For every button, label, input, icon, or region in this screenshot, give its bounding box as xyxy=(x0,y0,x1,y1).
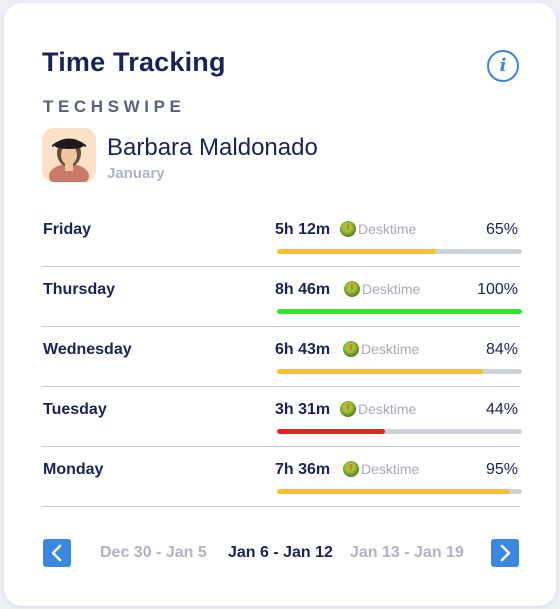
user-period: January xyxy=(107,165,165,182)
company-name: TECHSWIPE xyxy=(43,97,186,116)
day-row-monday: Monday 7h 36m Desktime 95% xyxy=(41,447,522,507)
desktime-icon xyxy=(340,401,356,417)
day-row-wednesday: Wednesday 6h 43m Desktime 84% xyxy=(41,327,522,387)
source-label: Desktime xyxy=(361,341,420,357)
source-tag: Desktime xyxy=(343,461,419,477)
progress-track xyxy=(277,489,522,494)
week-option-next[interactable]: Jan 13 - Jan 19 xyxy=(350,544,464,561)
progress-fill xyxy=(277,309,522,314)
chevron-right-icon xyxy=(500,544,511,562)
progress-fill xyxy=(277,369,483,374)
day-label: Tuesday xyxy=(43,401,107,418)
progress-track xyxy=(277,249,522,254)
duration-value: 8h 46m xyxy=(275,281,331,298)
desktime-icon xyxy=(340,221,356,237)
percent-value: 95% xyxy=(485,461,518,478)
prev-week-button[interactable] xyxy=(43,539,71,567)
duration-value: 3h 31m xyxy=(275,401,331,418)
time-tracking-card: Time Tracking i TECHSWIPE Barbara Maldon… xyxy=(4,3,556,606)
week-option-current[interactable]: Jan 6 - Jan 12 xyxy=(228,544,333,561)
duration-value: 6h 43m xyxy=(275,341,331,358)
percent-value: 44% xyxy=(485,401,518,418)
desktime-icon xyxy=(343,461,359,477)
progress-fill xyxy=(277,249,437,254)
day-label: Thursday xyxy=(43,281,116,298)
day-list: Friday 5h 12m Desktime 65% Thursday 8h 4… xyxy=(41,207,522,507)
source-label: Desktime xyxy=(358,401,417,417)
percent-value: 84% xyxy=(485,341,518,358)
source-tag: Desktime xyxy=(344,281,420,297)
next-week-button[interactable] xyxy=(491,539,519,567)
progress-track xyxy=(277,309,522,314)
duration-value: 5h 12m xyxy=(275,221,331,238)
progress-track xyxy=(277,429,522,434)
day-label: Friday xyxy=(43,221,92,238)
source-tag: Desktime xyxy=(340,221,416,237)
source-label: Desktime xyxy=(358,221,417,237)
user-name: Barbara Maldonado xyxy=(107,134,318,161)
info-icon[interactable]: i xyxy=(487,50,519,82)
desktime-icon xyxy=(343,341,359,357)
day-label: Monday xyxy=(43,461,104,478)
duration-value: 7h 36m xyxy=(275,461,331,478)
chevron-left-icon xyxy=(51,544,62,562)
progress-fill xyxy=(277,429,385,434)
source-tag: Desktime xyxy=(343,341,419,357)
desktime-icon xyxy=(344,281,360,297)
day-row-tuesday: Tuesday 3h 31m Desktime 44% xyxy=(41,387,522,447)
day-label: Wednesday xyxy=(43,341,132,358)
week-option-prev[interactable]: Dec 30 - Jan 5 xyxy=(100,544,207,561)
day-row-thursday: Thursday 8h 46m Desktime 100% xyxy=(41,267,522,327)
percent-value: 100% xyxy=(477,281,518,298)
day-row-friday: Friday 5h 12m Desktime 65% xyxy=(41,207,522,267)
progress-track xyxy=(277,369,522,374)
progress-fill xyxy=(277,489,510,494)
source-tag: Desktime xyxy=(340,401,416,417)
source-label: Desktime xyxy=(361,461,420,477)
percent-value: 65% xyxy=(485,221,518,238)
avatar xyxy=(42,128,96,182)
avatar-portrait-icon xyxy=(42,128,96,182)
source-label: Desktime xyxy=(362,281,421,297)
card-title: Time Tracking xyxy=(42,47,226,77)
